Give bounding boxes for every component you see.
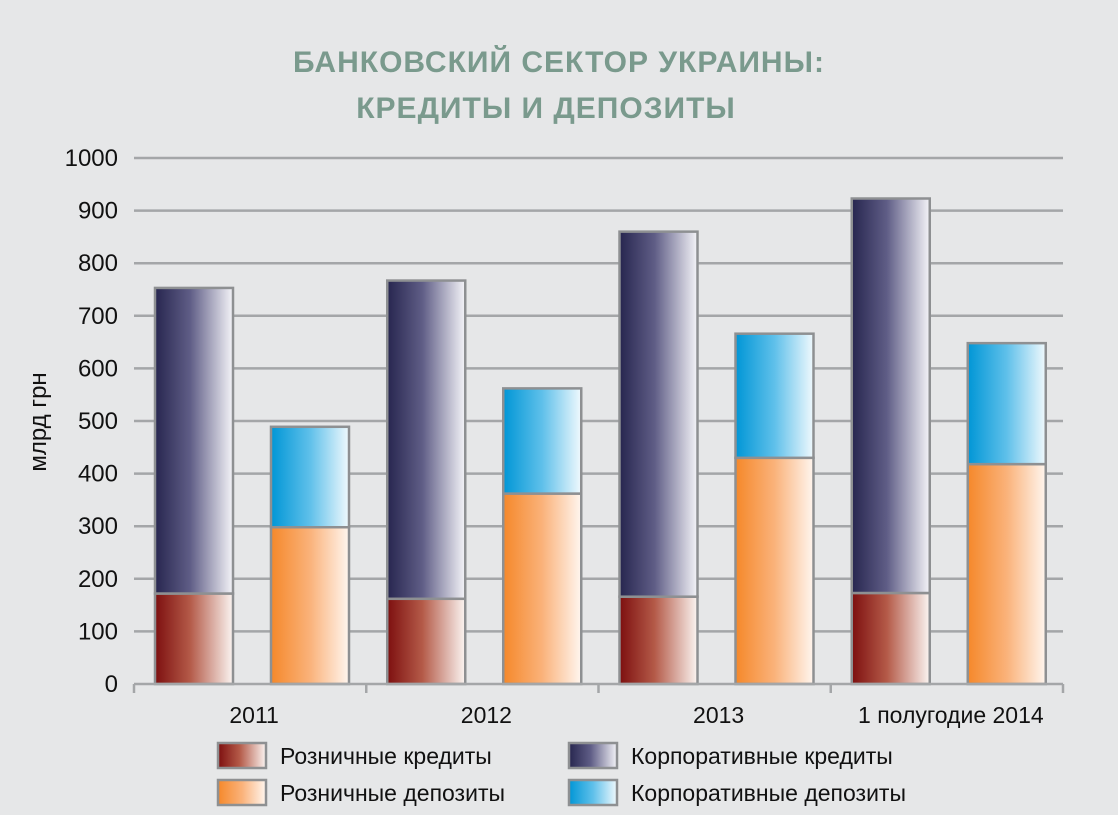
x-axis xyxy=(132,682,1065,693)
y-tick-label: 0 xyxy=(105,671,118,698)
bar-deposits-corporate xyxy=(269,425,351,529)
bar-loans-retail xyxy=(618,595,699,686)
chart-title-line-1: БАНКОВСКИЙ СЕКТОР УКРАИНЫ: xyxy=(293,45,825,79)
legend-label: Розничные кредиты xyxy=(280,743,492,769)
bar-deposits-retail xyxy=(966,462,1047,686)
legend-label: Корпоративные кредиты xyxy=(631,743,893,769)
chart-title-line-2: КРЕДИТЫ И ДЕПОЗИТЫ xyxy=(356,92,736,125)
y-tick-label: 300 xyxy=(78,513,118,540)
y-tick-labels: 0 100 200 300 400 500 600 700 800 900 1000 xyxy=(65,145,118,698)
bar-deposits-retail xyxy=(269,526,351,686)
bar-loans-retail xyxy=(386,597,467,686)
legend-swatch xyxy=(567,778,619,807)
legend-swatch xyxy=(216,741,268,770)
y-tick-label: 400 xyxy=(78,461,118,488)
legend-label: Розничные депозиты xyxy=(280,780,505,806)
bar-deposits-corporate xyxy=(966,341,1047,466)
bar-loans-corporate xyxy=(386,279,467,601)
bar-loans-corporate xyxy=(618,230,699,598)
legend-label: Корпоративные депозиты xyxy=(631,780,906,806)
bar-loans-retail xyxy=(850,591,931,686)
bar-deposits-retail xyxy=(502,492,583,686)
legend-swatch xyxy=(567,741,619,770)
bar-deposits-corporate xyxy=(734,332,815,460)
bar-loans-corporate xyxy=(850,197,931,595)
x-tick-label: 2013 xyxy=(693,702,744,728)
y-tick-label: 800 xyxy=(78,250,118,277)
bar-loans-corporate xyxy=(153,286,235,595)
x-tick-label: 2011 xyxy=(229,702,278,728)
x-tick-label: 2012 xyxy=(461,702,512,728)
y-tick-label: 900 xyxy=(78,198,118,225)
y-tick-label: 700 xyxy=(78,303,118,330)
y-tick-label: 200 xyxy=(78,566,118,593)
bar-deposits-retail xyxy=(734,456,815,686)
y-axis-label: млрд грн xyxy=(25,372,52,471)
bar-loans-retail xyxy=(153,592,235,686)
y-tick-label: 1000 xyxy=(65,145,118,172)
y-tick-label: 600 xyxy=(78,355,118,382)
x-tick-labels: 2011 2012 2013 1 полугодие 2014 xyxy=(229,702,1044,728)
bars xyxy=(153,197,1047,686)
bar-deposits-corporate xyxy=(502,387,583,495)
legend: Розничные кредиты Корпоративные кредиты Ро… xyxy=(216,741,906,807)
y-tick-label: 500 xyxy=(78,408,118,435)
x-tick-label: 1 полугодие 2014 xyxy=(858,702,1044,728)
y-tick-label: 100 xyxy=(78,618,118,645)
legend-swatch xyxy=(216,778,268,807)
